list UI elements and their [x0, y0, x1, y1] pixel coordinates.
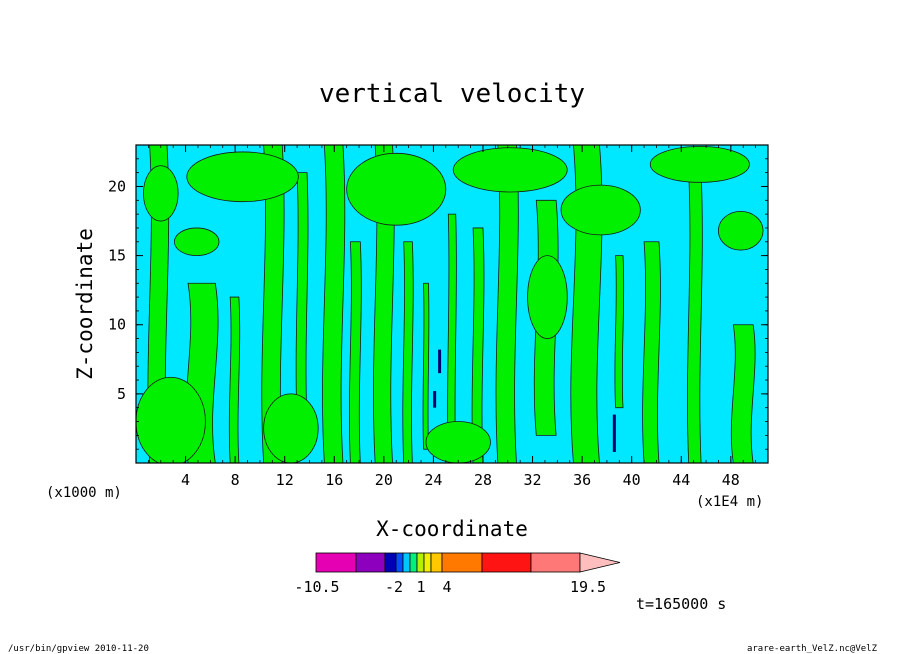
contour-band-5 — [322, 145, 346, 463]
contour-band-17 — [687, 172, 703, 463]
contour-fills — [136, 145, 764, 463]
colorbar-arrow — [579, 552, 621, 573]
colorbar-segment-9 — [441, 552, 483, 573]
contour-blob-22 — [346, 152, 447, 226]
contour-blob-26 — [136, 376, 206, 463]
colorbar-segment-11 — [530, 552, 581, 573]
x-tick-label-24: 24 — [424, 471, 442, 489]
y-tick-label-20: 20 — [108, 177, 126, 195]
contour-blob-28 — [425, 421, 491, 463]
x-tick-label-48: 48 — [722, 471, 740, 489]
colorbar-segment-1 — [355, 552, 386, 573]
contour-blob-29 — [527, 255, 568, 339]
contour-band-11 — [471, 227, 485, 463]
footer-right: arare-earth_VelZ.nc@VelZ — [747, 644, 878, 654]
colorbar-segment-6 — [416, 552, 425, 573]
x-tick-label-12: 12 — [276, 471, 294, 489]
contour-band-15 — [614, 255, 625, 409]
x-tick-label-20: 20 — [375, 471, 393, 489]
colorbar-segment-7 — [423, 552, 432, 573]
colorbar-label-4: 19.5 — [570, 578, 606, 596]
colorbar-segment-4 — [402, 552, 411, 573]
x-tick-label-4: 4 — [181, 471, 190, 489]
x-tick-label-44: 44 — [672, 471, 690, 489]
contour-blob-19 — [143, 165, 179, 222]
contour-band-8 — [402, 241, 414, 463]
x-tick-label-28: 28 — [474, 471, 492, 489]
contour-blob-24 — [560, 184, 641, 236]
colorbar-label-3: 4 — [442, 578, 451, 596]
contour-band-12 — [495, 145, 519, 463]
plot-area — [135, 144, 769, 464]
x-tick-label-36: 36 — [573, 471, 591, 489]
contour-band-10 — [447, 213, 457, 463]
x-unit-label: (x1E4 m) — [696, 494, 763, 510]
colorbar: -10.5 -2 1 4 19.5 — [294, 552, 621, 596]
colorbar-label-1: -2 — [385, 578, 403, 596]
x-axis-ticks: 4 8 12 16 20 24 28 32 36 40 44 48 — [135, 145, 769, 489]
contour-blob-20 — [186, 151, 299, 203]
x-axis-title: X-coordinate — [376, 517, 528, 541]
contour-band-18 — [730, 324, 756, 463]
contour-blob-23 — [452, 147, 568, 193]
footer-left: /usr/bin/gpview 2010-11-20 — [8, 644, 149, 654]
contour-band-6 — [348, 241, 362, 463]
x-tick-label-16: 16 — [325, 471, 343, 489]
colorbar-label-0: -10.5 — [294, 578, 339, 596]
time-label: t=165000 s — [636, 595, 726, 613]
plot-frame — [135, 144, 769, 464]
contour-band-16 — [642, 241, 661, 463]
y-tick-label-10: 10 — [108, 316, 126, 334]
chart-title: vertical velocity — [319, 79, 585, 109]
contour-band-3 — [261, 145, 285, 463]
contour-blob-25 — [649, 145, 750, 183]
colorbar-segment-8 — [430, 552, 443, 573]
y-tick-label-15: 15 — [108, 247, 126, 265]
contour-blob-27 — [263, 393, 319, 463]
colorbar-segment-10 — [481, 552, 532, 573]
y-tick-label-5: 5 — [117, 385, 126, 403]
contour-band-9 — [422, 282, 430, 450]
contour-band-4 — [295, 172, 309, 422]
x-tick-label-32: 32 — [524, 471, 542, 489]
colorbar-segment-5 — [409, 552, 418, 573]
y-axis-ticks: 5 10 15 20 — [108, 144, 768, 450]
y-unit-label: (x1000 m) — [46, 485, 122, 501]
contour-blob-21 — [174, 227, 220, 257]
y-axis-title: Z-coordinate — [73, 228, 97, 380]
x-tick-label-40: 40 — [623, 471, 641, 489]
contour-band-2 — [228, 296, 241, 463]
colorbar-label-2: 1 — [416, 578, 425, 596]
contour-blob-30 — [718, 210, 764, 251]
x-tick-label-8: 8 — [231, 471, 240, 489]
colorbar-segment-2 — [384, 552, 397, 573]
colorbar-segment-3 — [395, 552, 404, 573]
colorbar-segment-0 — [315, 552, 357, 573]
